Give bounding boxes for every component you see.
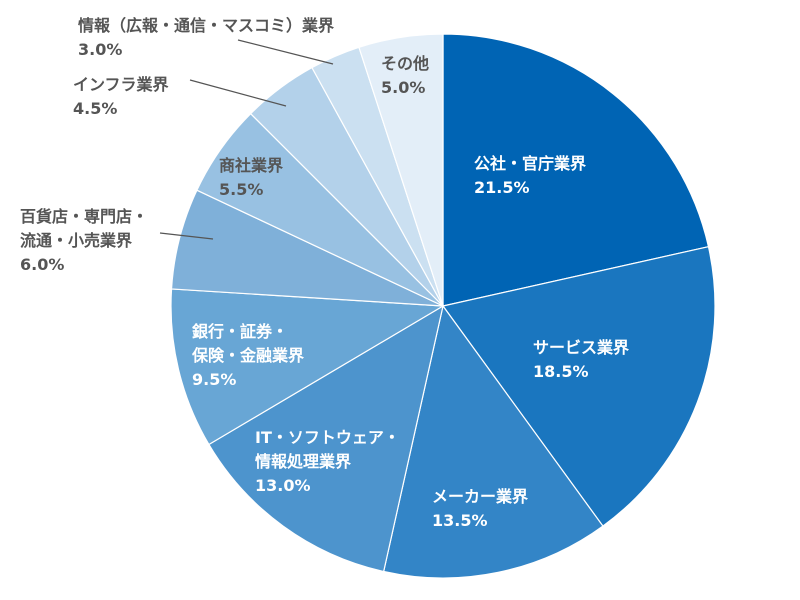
slice-label: その他 5.0% bbox=[381, 52, 429, 100]
pie-slice bbox=[208, 304, 444, 573]
slice-percent: 5.0% bbox=[381, 78, 426, 97]
slice-label: 銀行・証券・ 保険・金融業界 9.5% bbox=[192, 320, 304, 392]
slice-label: 商社業界 5.5% bbox=[219, 154, 283, 202]
slice-label-text: メーカー業界 bbox=[432, 487, 529, 506]
leader-line bbox=[189, 79, 287, 107]
slice-percent: 6.0% bbox=[20, 255, 65, 274]
slice-label-text: IT・ソフトウェア・ bbox=[255, 428, 400, 447]
slice-label: メーカー業界 13.5% bbox=[432, 485, 528, 533]
slice-label-text: サービス業界 bbox=[533, 338, 630, 357]
slice-label: IT・ソフトウェア・ 情報処理業界 13.0% bbox=[255, 426, 400, 498]
slice-label: 公社・官庁業界 21.5% bbox=[474, 152, 586, 200]
slice-label-text: 情報処理業界 bbox=[255, 452, 352, 471]
pie-slice bbox=[382, 304, 604, 579]
slice-label: インフラ業界 4.5% bbox=[73, 73, 169, 121]
slice-percent: 13.0% bbox=[255, 476, 311, 495]
slice-percent: 21.5% bbox=[474, 178, 530, 197]
slice-label-text: インフラ業界 bbox=[73, 75, 169, 94]
slice-percent: 18.5% bbox=[533, 362, 589, 381]
slice-percent: 13.5% bbox=[432, 511, 488, 530]
pie-slice bbox=[442, 33, 710, 307]
slice-label: サービス業界 18.5% bbox=[533, 336, 629, 384]
pie-slice bbox=[441, 245, 716, 527]
slice-percent: 3.0% bbox=[78, 40, 123, 59]
slice-label-text: 流通・小売業界 bbox=[20, 231, 133, 250]
slice-label-text: その他 bbox=[381, 54, 430, 73]
pie-slice bbox=[170, 288, 445, 446]
slice-label: 百貨店・専門店・ 流通・小売業界 6.0% bbox=[20, 205, 148, 277]
slice-label-text: 情報（広報・通信・マスコミ）業界 bbox=[78, 16, 335, 35]
slice-label-text: 公社・官庁業界 bbox=[474, 154, 587, 173]
slice-label-text: 保険・金融業界 bbox=[192, 346, 305, 365]
slice-percent: 5.5% bbox=[219, 180, 264, 199]
slice-percent: 4.5% bbox=[73, 99, 118, 118]
slice-percent: 9.5% bbox=[192, 370, 237, 389]
slice-label-text: 百貨店・専門店・ bbox=[20, 207, 149, 226]
slice-label: 情報（広報・通信・マスコミ）業界 3.0% bbox=[78, 14, 334, 62]
slice-label-text: 銀行・証券・ bbox=[192, 322, 289, 341]
slice-label-text: 商社業界 bbox=[219, 156, 284, 175]
pie-slice bbox=[358, 33, 444, 307]
leader-line bbox=[237, 39, 334, 65]
leader-line bbox=[159, 232, 214, 240]
